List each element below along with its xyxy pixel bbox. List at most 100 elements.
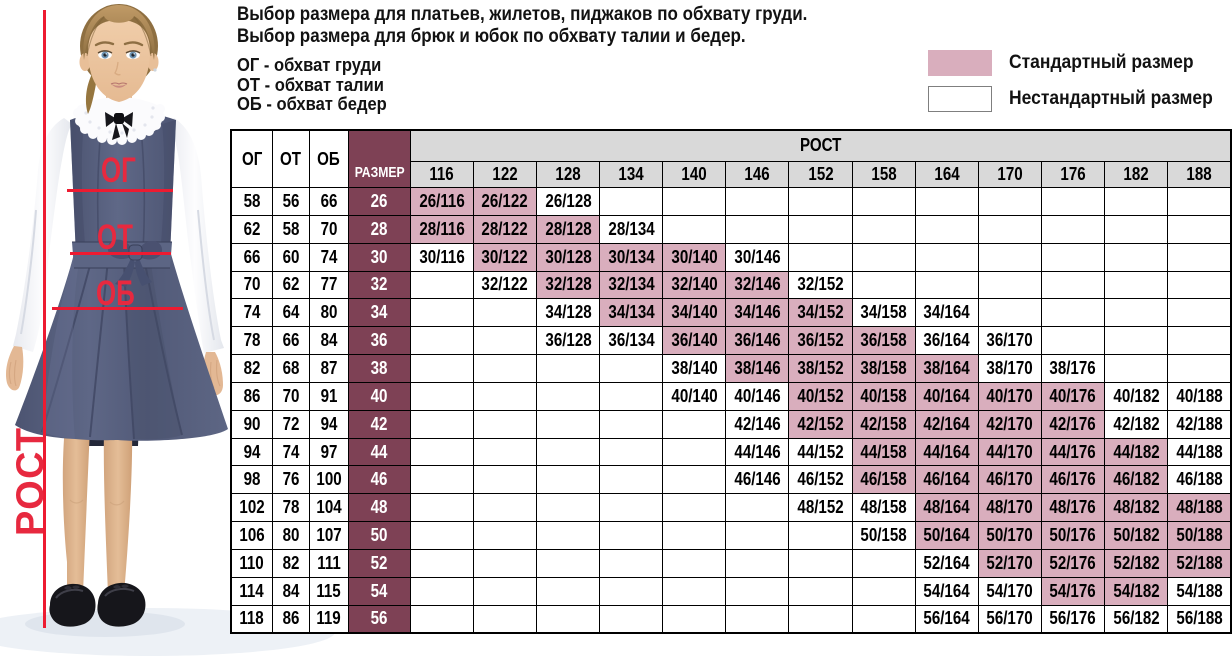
height-header-146: 146 bbox=[725, 160, 790, 188]
cell-text: 42/164 bbox=[923, 413, 970, 434]
size-combo-cell: 30/140 bbox=[662, 242, 727, 272]
size-combo-cell bbox=[536, 521, 601, 550]
height-band-header: РОСТ bbox=[409, 129, 1232, 162]
size-combo-cell bbox=[1167, 326, 1232, 356]
cell-text: 46/182 bbox=[1112, 469, 1160, 490]
size-combo-cell bbox=[1104, 187, 1169, 216]
cell-text: 114 bbox=[239, 580, 264, 601]
size-combo-cell: 36/140 bbox=[662, 326, 727, 356]
height-header-140: 140 bbox=[662, 160, 727, 188]
hips-value: 77 bbox=[308, 270, 349, 300]
size-combo-cell bbox=[1104, 354, 1169, 383]
cell-text: 94 bbox=[320, 413, 338, 434]
size-row-44: 94 74 97 44 44/146 44/152 44/158 44/164 44/170 44… bbox=[230, 437, 1232, 467]
size-combo-cell bbox=[599, 576, 664, 606]
waist-value: 82 bbox=[271, 548, 310, 578]
cell-text: 140 bbox=[681, 163, 707, 184]
height-header-158: 158 bbox=[851, 160, 916, 188]
cell-text: 111 bbox=[316, 552, 341, 573]
waist-value: 60 bbox=[271, 242, 310, 272]
page-title: Выбор размера для платьев, жилетов, пидж… bbox=[237, 4, 807, 47]
size-combo-cell bbox=[536, 437, 601, 467]
size-combo-cell bbox=[599, 493, 664, 523]
cell-text: 48/164 bbox=[923, 497, 970, 518]
size-combo-cell: 44/164 bbox=[914, 437, 979, 467]
cell-text: 66 bbox=[282, 330, 300, 351]
size-value: 48 bbox=[347, 493, 411, 523]
cell-text: 70 bbox=[282, 385, 300, 406]
size-combo-cell bbox=[725, 493, 790, 523]
cell-text: 44 bbox=[370, 441, 388, 462]
size-combo-cell bbox=[599, 354, 664, 383]
size-combo-cell: 28/122 bbox=[472, 214, 538, 244]
hips-value: 104 bbox=[308, 493, 349, 523]
cell-text: 38/164 bbox=[923, 357, 970, 378]
size-combo-cell bbox=[851, 576, 916, 606]
cell-text: 68 bbox=[282, 357, 300, 378]
cell-text: 38/176 bbox=[1049, 357, 1097, 378]
size-row-56: 118 86 119 56 56/164 56/170 56/176 56/182 56/188 bbox=[230, 604, 1232, 634]
size-combo-cell: 32/140 bbox=[662, 270, 727, 300]
size-combo-cell bbox=[977, 298, 1042, 328]
chest-value: 118 bbox=[230, 604, 273, 634]
size-value: 38 bbox=[347, 354, 411, 383]
hips-value: 87 bbox=[308, 354, 349, 383]
size-combo-cell: 38/170 bbox=[977, 354, 1042, 383]
cell-text: 28 bbox=[370, 218, 388, 239]
size-row-28: 62 58 70 28 28/116 28/122 28/128 28/134 bbox=[230, 214, 1232, 244]
size-combo-cell: 38/152 bbox=[788, 354, 853, 383]
size-value: 34 bbox=[347, 298, 411, 328]
size-combo-cell: 52/170 bbox=[977, 548, 1042, 578]
size-combo-cell bbox=[725, 214, 790, 244]
cell-text: 30 bbox=[370, 246, 388, 267]
waist-value: 56 bbox=[271, 187, 310, 216]
cell-text: 50/164 bbox=[923, 525, 970, 546]
size-combo-cell bbox=[1040, 326, 1106, 356]
cell-text: 34/140 bbox=[671, 302, 718, 323]
cell-text: 118 bbox=[239, 608, 264, 629]
cell-text: РОСТ bbox=[799, 135, 842, 156]
cell-text: 26 bbox=[370, 190, 388, 211]
size-combo-cell: 50/164 bbox=[914, 521, 979, 550]
cell-text: 44/146 bbox=[734, 441, 781, 462]
size-combo-cell: 32/122 bbox=[472, 270, 538, 300]
hips-value: 100 bbox=[308, 465, 349, 495]
size-combo-cell bbox=[1167, 354, 1232, 383]
size-combo-cell bbox=[409, 298, 474, 328]
size-combo-cell: 40/188 bbox=[1167, 381, 1232, 411]
cell-text: 40/188 bbox=[1175, 385, 1223, 406]
cell-text: 26/128 bbox=[544, 190, 592, 211]
cell-text: 46/146 bbox=[734, 469, 781, 490]
size-combo-cell bbox=[788, 576, 853, 606]
cell-text: 38/146 bbox=[734, 357, 781, 378]
size-combo-cell bbox=[725, 521, 790, 550]
size-combo-cell: 28/134 bbox=[599, 214, 664, 244]
cell-text: 48/158 bbox=[860, 497, 907, 518]
ponytail bbox=[85, 74, 97, 114]
size-combo-cell: 40/158 bbox=[851, 381, 916, 411]
face bbox=[88, 20, 150, 102]
size-combo-cell bbox=[851, 270, 916, 300]
size-combo-cell bbox=[472, 604, 538, 634]
cell-text: 42/158 bbox=[860, 413, 907, 434]
chest-value: 82 bbox=[230, 354, 273, 383]
cell-text: 42/188 bbox=[1175, 413, 1223, 434]
size-combo-cell: 50/176 bbox=[1040, 521, 1106, 550]
cell-text: 32 bbox=[370, 274, 388, 295]
nonstandard-size-swatch bbox=[928, 86, 992, 112]
cell-text: 66 bbox=[320, 190, 338, 211]
hips-measure-line bbox=[52, 307, 183, 310]
height-header-116: 116 bbox=[409, 160, 474, 188]
cell-text: 48 bbox=[370, 497, 388, 518]
size-combo-cell: 34/146 bbox=[725, 298, 790, 328]
size-combo-cell: 38/140 bbox=[662, 354, 727, 383]
size-combo-cell: 56/170 bbox=[977, 604, 1042, 634]
eyes bbox=[97, 50, 141, 59]
cell-text: 36/152 bbox=[797, 330, 844, 351]
waist-value: 62 bbox=[271, 270, 310, 300]
size-column-header: РАЗМЕР bbox=[347, 129, 411, 188]
right-sleeve bbox=[166, 118, 224, 353]
size-combo-cell bbox=[788, 242, 853, 272]
cell-text: 30/122 bbox=[481, 246, 529, 267]
